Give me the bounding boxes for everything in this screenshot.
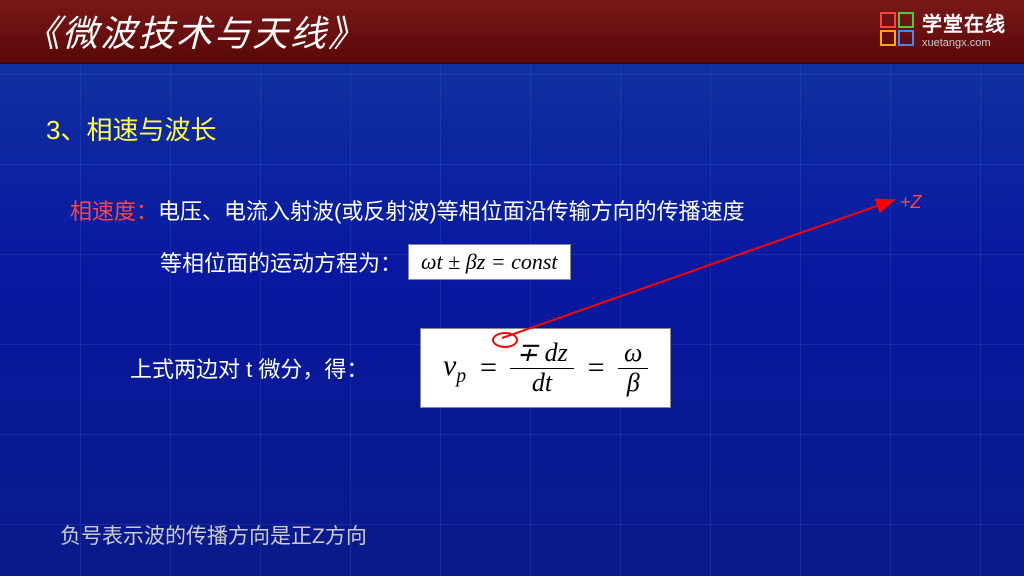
term-definition: 电压、电流入射波(或反射波)等相位面沿传输方向的传播速度	[158, 199, 745, 224]
term-label: 相速度：	[70, 199, 158, 224]
logo-icon	[880, 12, 914, 46]
slide-content: 3、相速与波长 相速度：电压、电流入射波(或反射波)等相位面沿传输方向的传播速度…	[0, 64, 1024, 576]
header-bar: 《微波技术与天线》 学堂在线 xuetangx.com	[0, 0, 1024, 64]
vp-symbol: vp	[443, 349, 466, 388]
logo-sub-text: xuetangx.com	[922, 37, 1006, 49]
fraction-2: ω β	[618, 339, 648, 397]
eq-intro-text: 等相位面的运动方程为：	[160, 246, 402, 278]
definition-line: 相速度：电压、电流入射波(或反射波)等相位面沿传输方向的传播速度	[70, 194, 745, 226]
fraction-1: ∓ dz dt	[510, 339, 573, 397]
diff-intro-line: 上式两边对 t 微分，得：	[130, 352, 368, 384]
logo-main-text: 学堂在线	[922, 8, 1006, 37]
formula-1: ωt ± βz = const	[421, 249, 558, 275]
z-axis-label: +Z	[900, 192, 922, 213]
section-heading: 3、相速与波长	[46, 110, 216, 147]
equation-intro-line: 等相位面的运动方程为： ωt ± βz = const	[160, 244, 571, 280]
slide-caption: 负号表示波的传播方向是正Z方向	[60, 520, 367, 550]
annotation-circle	[492, 332, 518, 348]
diff-intro-text: 上式两边对 t 微分，得：	[130, 352, 368, 384]
formula-box-2: vp = ∓ dz dt = ω β	[420, 328, 671, 408]
course-title: 《微波技术与天线》	[24, 5, 366, 57]
formula-box-1: ωt ± βz = const	[408, 244, 571, 280]
platform-logo: 学堂在线 xuetangx.com	[880, 8, 1006, 49]
